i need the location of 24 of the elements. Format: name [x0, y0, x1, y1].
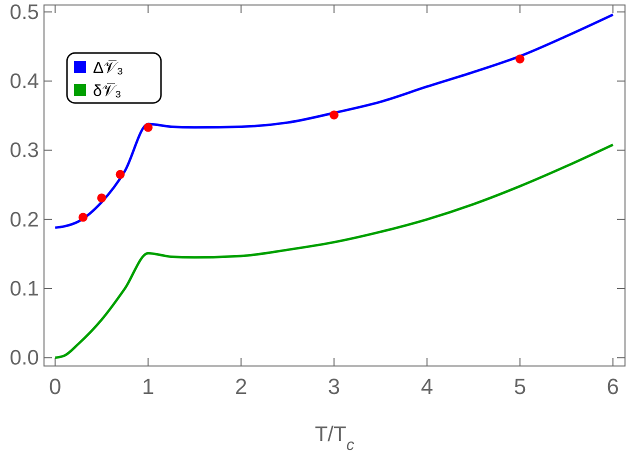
- x-axis-title: T/T$_{c}$: [314, 423, 354, 454]
- point: [515, 54, 524, 64]
- x-tick-label: 2: [234, 374, 248, 399]
- line-series: [54, 13, 614, 229]
- legend-label: Δ𝒱̅₃: [93, 60, 124, 77]
- x-tick-label: 0: [49, 374, 62, 399]
- y-tick-label: 0.3: [10, 139, 39, 162]
- legend-label: δ𝒱̅₃: [93, 83, 122, 100]
- y-tick-label: 0.0: [10, 346, 39, 370]
- y-tick-label: 0.4: [10, 70, 40, 94]
- point: [78, 212, 88, 222]
- line-series: [54, 143, 614, 359]
- y-tick-label: 0.5: [10, 0, 39, 24]
- point: [116, 170, 125, 179]
- point: [97, 193, 106, 202]
- x-tick-label: 4: [420, 374, 434, 399]
- x-tick-label: 3: [328, 374, 340, 399]
- x-tick-label: 1: [142, 374, 154, 399]
- x-tick-label: 5: [514, 374, 526, 399]
- y-tick-label: 0.2: [10, 208, 39, 232]
- x-tick-label: 6: [606, 374, 620, 399]
- y-tick-label: 0.1: [10, 278, 39, 301]
- point: [330, 110, 339, 120]
- point: [144, 122, 153, 132]
